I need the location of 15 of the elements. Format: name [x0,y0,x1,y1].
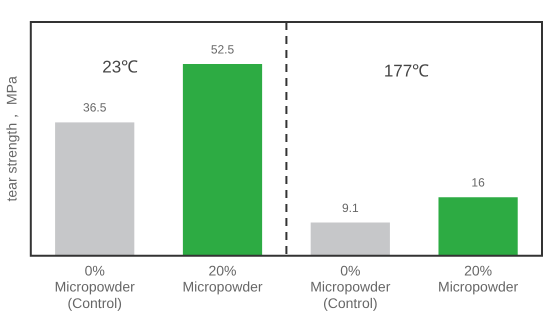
data-label: 16 [471,176,486,190]
data-label: 52.5 [210,42,234,56]
data-label: 9.1 [342,200,359,215]
x-tick-label: 0% Micropowder (Control) [54,262,136,311]
annotation: 177℃ [384,62,430,81]
bar [182,64,262,256]
annotation: 23℃ [102,58,138,77]
x-tick-label: 0% Micropowder (Control) [310,262,391,311]
x-tick-label: 20% Micropowder [182,262,263,295]
bar [55,122,134,256]
y-axis-title: tear strength， MPa [3,76,20,202]
bar [438,197,518,256]
data-label: 36.5 [83,100,107,115]
x-tick-label: 20% Micropowder [438,262,519,295]
bar [310,222,390,256]
